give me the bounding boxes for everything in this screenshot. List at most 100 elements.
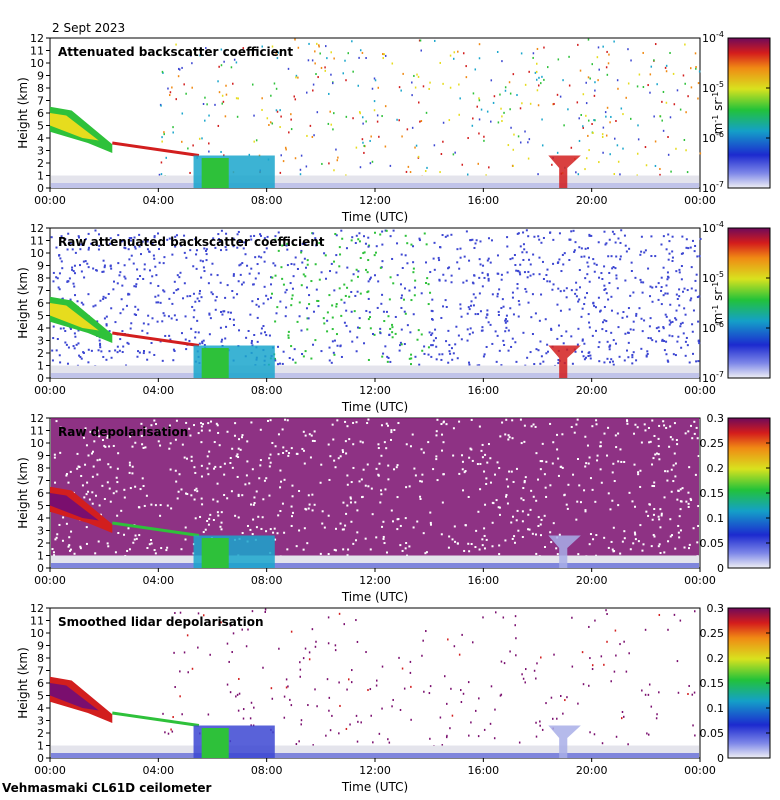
noise-pixel: [649, 73, 652, 76]
noise-pixel: [172, 348, 175, 351]
noise-pixel: [585, 114, 587, 117]
noise-pixel: [232, 237, 235, 240]
noise-pixel: [597, 346, 600, 349]
noise-pixel: [204, 119, 206, 122]
noise-pixel: [590, 234, 593, 237]
noise-pixel: [533, 669, 536, 672]
noise-pixel: [206, 455, 209, 458]
noise-pixel: [314, 237, 317, 240]
noise-pixel: [305, 307, 308, 310]
noise-pixel: [665, 340, 668, 343]
noise-pixel: [384, 105, 387, 108]
noise-pixel: [389, 276, 392, 279]
noise-pixel: [279, 510, 282, 513]
noise-pixel: [480, 108, 483, 111]
noise-pixel: [655, 327, 658, 330]
noise-pixel: [670, 490, 673, 493]
noise-pixel: [351, 340, 354, 343]
noise-pixel: [526, 356, 529, 359]
noise-pixel: [289, 698, 291, 701]
noise-pixel: [558, 258, 561, 261]
noise-pixel: [552, 522, 555, 525]
noise-pixel: [335, 254, 338, 257]
noise-pixel: [87, 348, 90, 351]
noise-pixel: [396, 496, 399, 499]
noise-pixel: [548, 280, 551, 283]
noise-pixel: [568, 84, 571, 87]
noise-pixel: [634, 533, 637, 536]
noise-pixel: [225, 248, 228, 251]
noise-pixel: [273, 82, 276, 85]
noise-pixel: [550, 328, 553, 331]
noise-pixel: [514, 624, 516, 627]
noise-pixel: [516, 509, 519, 512]
noise-pixel: [358, 240, 361, 243]
noise-pixel: [453, 645, 456, 648]
noise-pixel: [373, 231, 376, 234]
noise-pixel: [428, 692, 431, 695]
noise-pixel: [450, 347, 453, 350]
noise-pixel: [104, 445, 107, 448]
y-tick-label: 3: [37, 145, 44, 158]
noise-pixel: [121, 351, 124, 354]
noise-pixel: [251, 300, 254, 303]
noise-pixel: [500, 107, 502, 110]
noise-pixel: [363, 251, 366, 254]
noise-pixel: [230, 490, 233, 493]
noise-pixel: [630, 261, 633, 264]
noise-pixel: [148, 250, 151, 253]
noise-pixel: [466, 328, 469, 331]
noise-pixel: [309, 124, 312, 127]
noise-pixel: [420, 292, 423, 295]
noise-pixel: [463, 471, 466, 474]
noise-pixel: [327, 122, 330, 125]
noise-pixel: [287, 454, 290, 457]
noise-pixel: [450, 687, 452, 690]
noise-pixel: [594, 329, 597, 332]
noise-pixel: [551, 288, 554, 291]
noise-pixel: [497, 310, 500, 313]
noise-pixel: [369, 548, 372, 551]
noise-pixel: [174, 686, 176, 689]
noise-pixel: [504, 433, 507, 436]
noise-pixel: [403, 287, 406, 290]
noise-pixel: [295, 743, 298, 746]
noise-pixel: [409, 671, 412, 674]
noise-pixel: [684, 432, 687, 435]
noise-pixel: [510, 345, 513, 348]
noise-pixel: [400, 306, 403, 309]
noise-pixel: [510, 521, 513, 524]
noise-pixel: [64, 330, 67, 333]
noise-pixel: [151, 243, 154, 246]
noise-pixel: [408, 545, 411, 548]
noise-pixel: [284, 146, 287, 149]
noise-pixel: [538, 256, 541, 259]
cloud-base-line: [112, 141, 200, 157]
y-tick-label: 9: [37, 450, 44, 463]
noise-pixel: [525, 668, 527, 671]
noise-pixel: [327, 616, 330, 619]
noise-pixel: [237, 230, 240, 233]
noise-pixel: [202, 614, 205, 617]
noise-pixel: [312, 89, 314, 92]
noise-pixel: [331, 304, 334, 307]
noise-pixel: [662, 420, 665, 423]
noise-pixel: [431, 318, 434, 321]
noise-pixel: [648, 503, 651, 506]
noise-pixel: [669, 303, 672, 306]
noise-pixel: [296, 452, 299, 455]
noise-pixel: [72, 345, 75, 348]
noise-pixel: [613, 233, 616, 236]
y-tick-label: 4: [37, 702, 44, 715]
thick-cloud-core: [201, 158, 229, 188]
noise-pixel: [603, 319, 606, 322]
noise-pixel: [654, 453, 657, 456]
noise-pixel: [273, 357, 276, 360]
noise-pixel: [359, 440, 362, 443]
noise-pixel: [335, 271, 338, 274]
noise-pixel: [520, 442, 523, 445]
noise-pixel: [391, 326, 394, 329]
noise-pixel: [389, 360, 392, 363]
noise-pixel: [54, 481, 57, 484]
